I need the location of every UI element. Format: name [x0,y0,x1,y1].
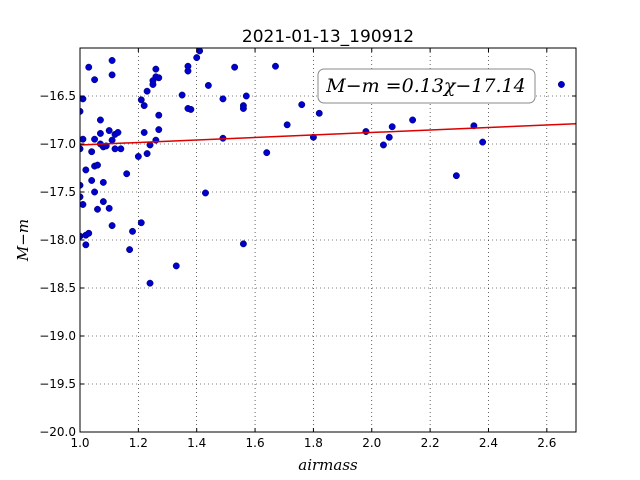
data-point [108,222,116,230]
data-point [80,201,87,208]
x-tick-label: 1.2 [129,436,148,450]
data-point [298,101,306,109]
data-point [91,188,99,196]
x-tick-label: 1.0 [70,436,89,450]
data-point [94,205,101,213]
data-point [140,129,148,136]
data-point [155,126,163,134]
data-point [263,149,271,157]
data-point [152,65,160,73]
data-point [315,109,323,117]
y-tick-label: −18.0 [39,233,76,247]
data-point [88,148,96,156]
data-point [129,227,136,235]
data-point [187,105,195,113]
data-point [193,54,201,62]
data-point [388,123,396,131]
data-points [80,48,565,287]
data-point [219,95,227,103]
data-point [134,153,142,160]
data-point [172,262,180,270]
x-tick-label: 1.8 [304,436,323,450]
data-point [91,76,99,84]
data-point [96,129,104,137]
data-point [385,133,393,141]
data-point [126,246,134,254]
data-point [114,129,122,136]
data-point [137,219,145,227]
data-point [146,279,154,287]
x-tick-label: 2.0 [362,436,381,450]
x-tick-label: 2.2 [421,436,440,450]
y-tick-label: −19.0 [39,329,76,343]
data-point [184,62,192,70]
axis-ticks [79,48,576,433]
chart-title: 2021-01-13_190912 [242,27,414,47]
y-tick-label: −17.5 [39,185,76,199]
data-point [105,204,113,212]
data-point [91,135,99,143]
data-point [178,91,186,99]
data-point [242,92,250,100]
x-tick-label: 1.4 [187,436,206,450]
x-tick-label: 1.6 [246,436,265,450]
y-axis-label: M−m [14,219,32,262]
data-point [140,102,148,110]
y-tick-label: −18.5 [39,281,76,295]
data-point [149,81,157,88]
data-point [283,121,291,129]
data-point [204,81,212,89]
data-point [196,48,204,55]
data-point [117,145,125,153]
data-point [362,128,370,135]
data-point [80,135,87,143]
x-tick-labels: 1.0 1.2 1.4 1.6 1.8 2.0 2.2 2.4 2.6 [70,436,556,450]
data-point [80,95,87,103]
data-point [105,127,113,135]
data-point [99,178,107,186]
x-axis-label: airmass [298,456,358,474]
y-tick-label: −19.5 [39,377,76,391]
data-point [452,172,460,180]
data-point [155,111,163,119]
data-point [88,177,96,184]
fit-line-group [79,122,577,146]
data-point [409,116,417,124]
y-tick-label: −17.0 [39,137,76,151]
data-point [82,166,90,174]
data-point [99,198,107,206]
data-point [379,141,387,149]
data-point [202,189,209,197]
fit-annotation-box [317,68,536,104]
y-tick-label: −20.0 [39,425,76,439]
data-point [96,116,104,124]
data-point [239,240,247,248]
data-point [231,63,239,71]
data-point [557,81,565,88]
fit-line [79,122,577,146]
y-tick-labels: −16.5 −17.0 −17.5 −18.0 −18.5 −19.0 −19.5 −20.0 [39,89,76,439]
data-point [108,57,116,64]
data-point [272,62,279,70]
y-tick-label: −16.5 [39,89,76,103]
data-point [111,145,119,153]
data-point [143,87,151,95]
data-point [85,229,93,237]
x-tick-label: 2.4 [479,436,498,450]
data-point [108,71,116,79]
x-tick-label: 2.6 [537,436,556,450]
data-point [123,170,131,178]
data-point [82,241,90,249]
data-point [239,105,247,112]
data-point [143,150,151,158]
fit-annotation-text: M−m =0.13χ−17.14 [325,75,525,97]
data-point [155,74,163,82]
data-point [85,63,93,71]
fit-annotation: M−m =0.13χ−17.14 [317,68,536,104]
data-point [108,136,116,144]
data-point [137,96,145,104]
data-point [479,138,487,146]
data-point [94,161,101,169]
